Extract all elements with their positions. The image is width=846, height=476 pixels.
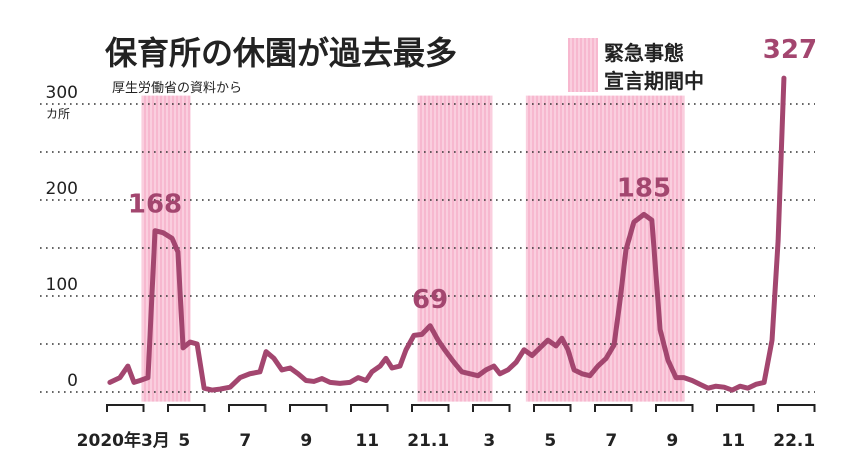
legend-swatch [568, 38, 598, 92]
y-tick-label: 0 [67, 371, 78, 391]
x-tick-label: 5 [544, 431, 556, 451]
data-label: 168 [128, 190, 182, 220]
x-tick-bracket [533, 404, 572, 412]
legend-label: 緊急事態 [604, 41, 684, 65]
x-tick-label: 7 [605, 431, 617, 451]
subtitle: 厚生労働省の資料から [112, 81, 242, 96]
line [107, 75, 787, 393]
x-tick-label: 3 [483, 431, 495, 451]
data-label: 69 [412, 285, 448, 315]
y-tick-label: 300 [46, 83, 78, 103]
legend-label: 宣言期間中 [604, 69, 704, 93]
x-tick-label: 2020年3月 [77, 430, 170, 451]
x-tick-bracket [777, 404, 816, 412]
x-tick-bracket [106, 404, 145, 412]
x-tick-label: 5 [178, 431, 190, 451]
data-label: 327 [763, 35, 817, 65]
x-tick-bracket [289, 404, 328, 412]
x-tick-label: 11 [721, 431, 745, 451]
x-tick-label: 22.1 [773, 431, 815, 451]
x-tick-label: 21.1 [407, 431, 449, 451]
x-tick-label: 7 [239, 431, 251, 451]
x-tick-bracket [411, 404, 450, 412]
y-unit: カ所 [46, 107, 70, 121]
x-tick-bracket [350, 404, 389, 412]
x-tick-bracket [228, 404, 267, 412]
x-tick-bracket [655, 404, 694, 412]
data-label: 185 [617, 173, 671, 203]
x-tick-label: 11 [355, 431, 379, 451]
x-tick-bracket [594, 404, 633, 412]
x-tick-bracket [167, 404, 206, 412]
x-tick-bracket [472, 404, 511, 412]
x-tick-bracket [716, 404, 755, 412]
y-tick-label: 200 [46, 179, 78, 199]
y-tick-label: 100 [46, 275, 78, 295]
x-tick-label: 9 [300, 431, 312, 451]
chart-title: 保育所の休園が過去最多 [105, 34, 457, 72]
x-tick-label: 9 [666, 431, 678, 451]
